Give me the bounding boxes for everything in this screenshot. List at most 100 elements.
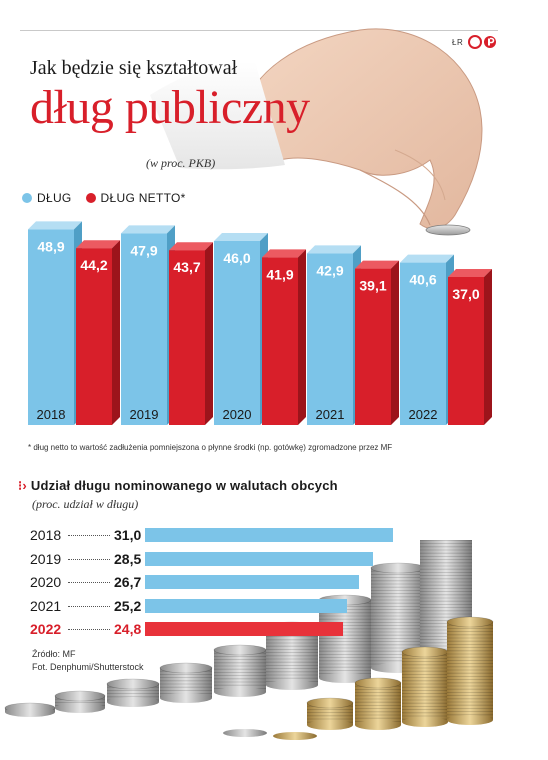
year-label: 2019 — [130, 407, 159, 422]
label-debt: 42,9 — [316, 262, 343, 278]
bar-debt — [214, 241, 260, 425]
label-net-debt: 37,0 — [452, 286, 479, 302]
coin-stacks-illustration — [4, 540, 494, 740]
bar-net-debt — [448, 277, 484, 425]
coin-stack — [159, 662, 213, 703]
loose-coin — [273, 732, 317, 740]
bar-net-debt — [262, 257, 298, 425]
hbar-year: 2019 — [30, 550, 62, 567]
label-debt: 48,9 — [37, 238, 64, 254]
hbar-row: 2022 24,8 — [30, 619, 154, 639]
coin-stack — [446, 616, 494, 725]
coin-stack — [354, 677, 402, 730]
bar-net-debt-top — [76, 240, 120, 249]
label-net-debt: 44,2 — [80, 257, 107, 273]
year-label: 2018 — [37, 407, 66, 422]
coin-stack — [213, 644, 267, 697]
debt-bar-chart: 48,9 44,2 2018 47,9 43,7 2019 46,0 41,9 2020 42,9… — [28, 221, 492, 425]
hbar — [145, 551, 373, 566]
legend: DŁUG DŁUG NETTO* — [22, 191, 186, 205]
bar-debt-top — [214, 233, 268, 241]
bar-debt — [400, 262, 446, 425]
legend-dot-debt — [22, 193, 32, 203]
bar-net-debt-side — [205, 242, 213, 425]
footnote: * dług netto to wartość zadłużenia pomni… — [28, 443, 393, 452]
label-debt: 46,0 — [223, 250, 250, 266]
label-debt: 47,9 — [130, 242, 157, 258]
bar-debt-top — [121, 225, 175, 234]
label-net-debt: 41,9 — [266, 266, 293, 282]
bar-net-debt — [76, 248, 112, 425]
hbar-value: 25,2 — [114, 597, 142, 614]
legend-dot-net-debt — [85, 193, 96, 203]
hbar-year: 2020 — [30, 574, 62, 590]
hbar-row: 2019 28,5 — [30, 549, 154, 569]
hbar-row: 2021 25,2 — [30, 596, 154, 616]
brand-prefix: ŁR — [452, 38, 464, 47]
legend-label-debt: DŁUG — [37, 191, 72, 205]
source-line-1: Źródło: MF — [32, 649, 76, 659]
chart-subtitle: (w proc. PKB) — [146, 156, 216, 170]
section-title-text: Udział długu nominowanego w walutach obc… — [30, 478, 338, 493]
bar-net-debt-side — [484, 269, 492, 425]
hbar-value: 24,8 — [114, 621, 142, 637]
hbar — [145, 528, 393, 542]
bar-net-debt-side — [391, 260, 399, 425]
bar-debt — [307, 253, 353, 425]
source: Źródło: MF Fot. Denphumi/Shutterstock — [32, 648, 144, 674]
hbar-value: 26,7 — [114, 574, 142, 590]
year-label: 2021 — [316, 407, 345, 422]
leader-dots — [68, 572, 110, 583]
hbar — [145, 622, 344, 636]
section-title: ⁝› Udział długu nominowanego w walutach o… — [18, 478, 338, 494]
bar-net-debt-top — [169, 242, 213, 251]
bar-net-debt-side — [298, 249, 306, 425]
leader-dots — [68, 525, 110, 536]
label-debt: 40,6 — [409, 272, 436, 288]
coin-stack — [54, 690, 106, 713]
coin-stack — [401, 646, 449, 727]
bar-debt-top — [28, 221, 82, 230]
arrow-icon: ⁝› — [18, 478, 27, 493]
leader-dots — [68, 549, 110, 560]
hbar-year: 2021 — [30, 597, 62, 614]
hbar-year: 2018 — [30, 527, 62, 543]
leader-dots — [68, 596, 110, 607]
coin-stack — [106, 678, 160, 707]
loose-coin — [223, 729, 267, 737]
hbar — [145, 598, 347, 613]
section-subtitle: (proc. udział w długu) — [32, 497, 139, 511]
coin-icon — [425, 224, 471, 236]
label-net-debt: 43,7 — [173, 259, 200, 275]
year-label: 2022 — [409, 407, 438, 422]
label-net-debt: 39,1 — [359, 278, 386, 294]
hbar-year: 2022 — [30, 621, 62, 637]
bar-net-debt-side — [112, 240, 120, 425]
bar-net-debt — [169, 250, 205, 425]
coin-stack — [4, 702, 56, 717]
bar-debt-top — [400, 254, 454, 263]
coin-stack — [306, 697, 354, 730]
hbar — [145, 575, 359, 589]
bar-net-debt-top — [262, 249, 306, 258]
source-line-2: Fot. Denphumi/Shutterstock — [32, 662, 144, 672]
legend-label-net-debt: DŁUG NETTO* — [100, 191, 186, 205]
bar-net-debt-top — [448, 269, 492, 277]
hbar-row: 2020 26,7 — [30, 572, 154, 592]
bar-debt — [121, 233, 167, 425]
bar-net-debt-top — [355, 260, 399, 269]
hbar-row: 2018 31,0 — [30, 525, 154, 545]
cp-logo-icon — [468, 35, 496, 49]
hbar-value: 31,0 — [114, 527, 142, 543]
bar-debt — [28, 229, 74, 425]
leader-dots — [68, 619, 110, 630]
legend-item-net-debt: DŁUG NETTO* — [85, 191, 186, 205]
title-line-1: Jak będzie się kształtował — [30, 57, 238, 79]
legend-item-debt: DŁUG — [22, 191, 72, 205]
bar-debt-top — [307, 245, 361, 254]
top-rule — [20, 30, 498, 31]
bar-net-debt — [355, 268, 391, 425]
hand-illustration — [150, 28, 483, 236]
title-line-2: dług publiczny — [30, 81, 310, 134]
hbar-value: 28,5 — [114, 550, 142, 567]
